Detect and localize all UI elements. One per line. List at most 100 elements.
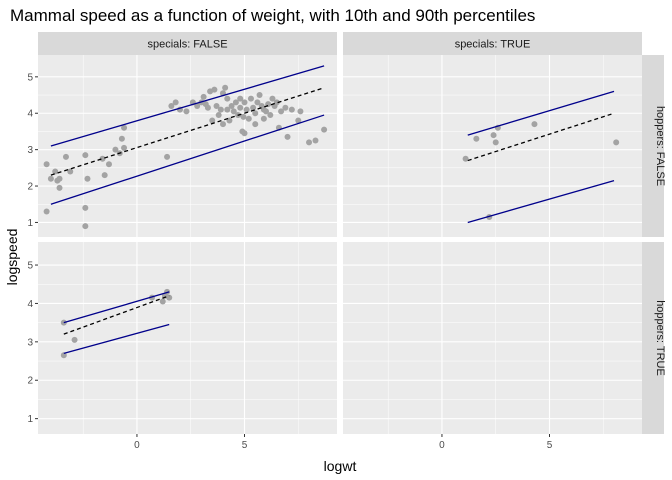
y-axis-title: logspeed	[4, 229, 20, 286]
data-point	[67, 168, 74, 175]
data-point	[297, 108, 304, 115]
data-point	[211, 86, 218, 93]
data-point	[213, 102, 220, 109]
y-tick-label: 1	[27, 414, 33, 425]
data-point	[288, 106, 295, 113]
data-point	[312, 137, 319, 144]
median-line	[50, 87, 325, 176]
median-line	[63, 295, 170, 335]
quantile-90-line	[467, 90, 615, 136]
data-point	[492, 139, 499, 146]
data-point	[82, 223, 89, 230]
panel-background	[343, 55, 642, 237]
data-point	[254, 99, 261, 106]
data-point	[252, 121, 259, 128]
x-tick-label: 5	[547, 440, 553, 451]
chart-title: Mammal speed as a function of weight, wi…	[10, 6, 535, 25]
data-point	[490, 132, 497, 139]
data-point	[295, 117, 302, 124]
data-point	[84, 175, 91, 182]
data-point	[243, 106, 250, 113]
data-point	[613, 139, 620, 146]
data-point	[260, 115, 267, 122]
data-point	[252, 110, 259, 117]
data-point	[219, 121, 226, 128]
facet-strip-col-label: specials: FALSE	[147, 39, 227, 51]
y-tick-label: 5	[27, 261, 33, 272]
data-point	[241, 130, 248, 137]
data-point	[250, 104, 257, 111]
y-tick-label: 2	[27, 182, 33, 193]
data-point	[473, 135, 480, 142]
x-tick-label: 0	[439, 440, 445, 451]
data-point	[237, 104, 244, 111]
facet-panel	[343, 242, 642, 434]
data-point	[247, 95, 254, 102]
facet-panel	[38, 242, 337, 434]
x-tick-label: 0	[134, 440, 140, 451]
data-point	[462, 155, 469, 162]
data-point	[183, 108, 190, 115]
data-point	[56, 175, 63, 182]
panel-background	[38, 242, 337, 434]
y-tick-label: 2	[27, 376, 33, 387]
quantile-90-line	[50, 65, 325, 147]
data-point	[62, 153, 69, 160]
data-point	[56, 184, 63, 191]
facet-strip-row-label: hoppers: TRUE	[654, 300, 666, 376]
data-point	[52, 168, 59, 175]
data-point	[237, 95, 244, 102]
data-point	[240, 113, 247, 120]
y-tick-label: 4	[27, 299, 33, 310]
data-point	[241, 99, 248, 106]
y-tick-label: 3	[27, 145, 33, 156]
data-point	[306, 139, 313, 146]
data-point	[71, 336, 78, 343]
data-point	[60, 352, 67, 359]
data-point	[101, 172, 108, 179]
data-point	[82, 152, 89, 159]
data-point	[531, 121, 538, 128]
data-point	[215, 112, 222, 119]
data-point	[82, 204, 89, 211]
data-point	[278, 108, 285, 115]
data-point	[273, 99, 280, 106]
facet-panel	[343, 55, 642, 237]
y-tick-label: 5	[27, 72, 33, 83]
panel-background	[38, 55, 337, 237]
facet-strip-col-label: specials: TRUE	[455, 39, 531, 51]
data-point	[284, 133, 291, 140]
data-point	[282, 104, 289, 111]
median-line	[467, 112, 615, 162]
panel-background	[343, 242, 642, 434]
data-point	[121, 124, 128, 131]
y-tick-label: 1	[27, 218, 33, 229]
data-point	[159, 298, 166, 305]
x-tick-label: 5	[242, 440, 248, 451]
quantile-90-line	[63, 291, 170, 324]
facet-strip-row-2	[642, 242, 664, 434]
quantile-10-line	[467, 179, 615, 224]
data-point	[224, 95, 231, 102]
data-point	[222, 84, 229, 91]
facet-strip-row-1	[642, 55, 664, 237]
data-point	[166, 294, 173, 301]
data-point	[256, 92, 263, 99]
facet-strip-row-label: hoppers: FALSE	[654, 106, 666, 186]
data-point	[99, 155, 106, 162]
data-point	[204, 104, 211, 111]
data-point	[224, 106, 231, 113]
data-point	[263, 108, 270, 115]
data-point	[194, 102, 201, 109]
data-point	[168, 102, 175, 109]
data-point	[172, 99, 179, 106]
quantile-10-line	[63, 323, 170, 354]
data-point	[47, 175, 54, 182]
data-point	[232, 99, 239, 106]
data-point	[112, 146, 119, 153]
quantile-10-line	[50, 114, 325, 205]
facet-strip-col-2	[343, 32, 642, 55]
data-point	[209, 117, 216, 124]
data-point	[121, 144, 128, 151]
